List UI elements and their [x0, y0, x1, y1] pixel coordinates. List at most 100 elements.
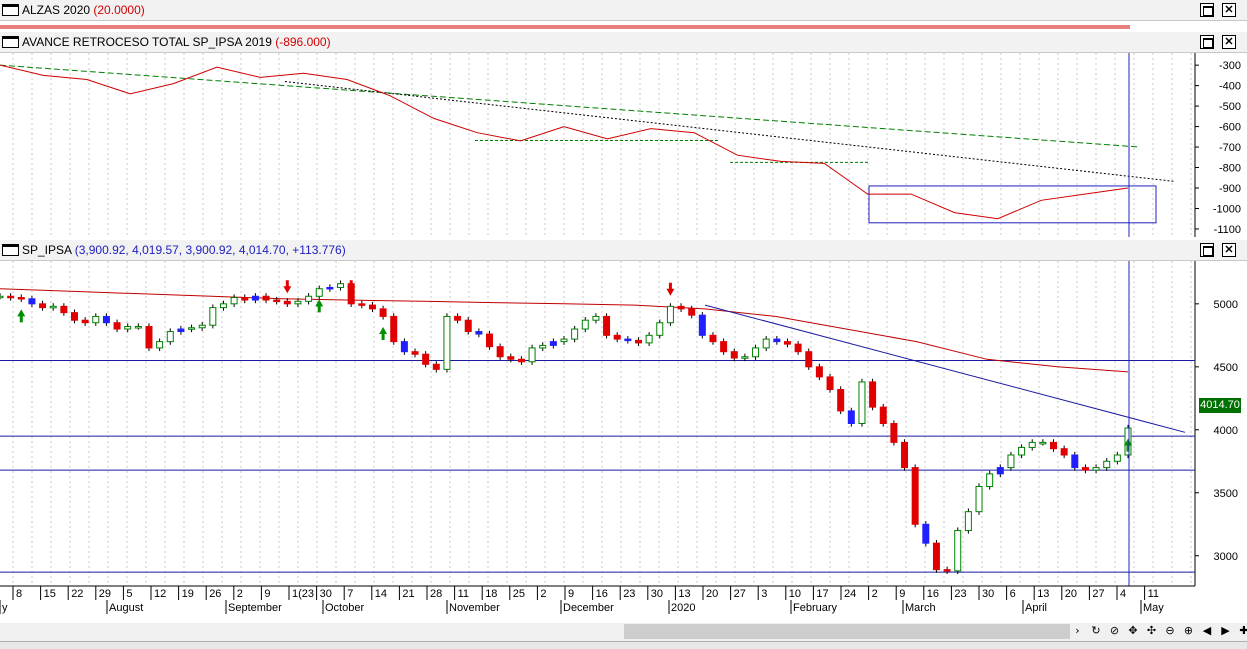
candle-body	[305, 295, 313, 302]
candle-body	[730, 351, 738, 359]
x-tick-label: 2	[872, 588, 878, 600]
close-button[interactable]: ✕	[1222, 35, 1236, 49]
x-tick-label: 28	[430, 588, 442, 600]
candle-body	[986, 473, 994, 487]
month-label: September	[228, 602, 282, 614]
x-tick-label: 17	[816, 588, 828, 600]
close-button[interactable]: ✕	[1222, 243, 1236, 257]
x-tick-label: 29	[99, 588, 111, 600]
x-tick-label: 8	[16, 588, 22, 600]
candle-body	[422, 353, 430, 365]
window-icon[interactable]	[2, 4, 19, 16]
advance-decline-chart[interactable]: -300 -400 -500 -600 -700 -800 -900 -1000 -1100	[0, 53, 1247, 237]
candle-body	[166, 331, 174, 343]
candle-body	[911, 467, 919, 525]
zoom-out-icon[interactable]: ⊖	[1165, 624, 1175, 637]
candle-body	[7, 295, 15, 299]
last-icon[interactable]: ▶	[1221, 624, 1230, 637]
x-tick-label: 11	[458, 588, 469, 600]
candle-body	[539, 344, 547, 349]
refresh-icon[interactable]: ↻	[1091, 624, 1101, 637]
close-button[interactable]: ✕	[1222, 3, 1236, 17]
horizontal-scrollbar[interactable]: › ↻ ⊘ ✥ ✣ ⊖ ⊕ ◀ ▶ ✚	[0, 623, 1247, 641]
candle-body	[198, 324, 206, 329]
candle-body	[1050, 441, 1058, 450]
month-label: August	[109, 602, 143, 614]
y-tick-label: -400	[1219, 81, 1241, 93]
y-tick-label: -700	[1219, 142, 1241, 154]
x-tick-label: 22	[71, 588, 83, 600]
x-tick-label: 30	[651, 588, 663, 600]
candle-body	[783, 341, 791, 345]
candle-body	[454, 315, 462, 321]
candle-body	[113, 322, 121, 330]
candle-body	[92, 315, 100, 324]
move-icon[interactable]: ✣	[1146, 624, 1157, 637]
candle-body	[1081, 467, 1089, 471]
first-icon[interactable]: ◀	[1202, 624, 1212, 637]
candle-body	[922, 523, 930, 544]
y-tick-label: -800	[1219, 163, 1241, 175]
maximize-button[interactable]	[1200, 3, 1214, 17]
candle-body	[1018, 446, 1026, 456]
candle-body	[379, 308, 387, 317]
candle-body	[507, 356, 515, 360]
x-tick-label: 16	[596, 588, 608, 600]
candle-body	[592, 315, 600, 321]
x-tick-label: 5	[126, 588, 132, 600]
candle-body	[1039, 441, 1047, 445]
x-tick-label: 4	[1120, 588, 1126, 600]
candle-body	[581, 319, 589, 330]
candle-body	[805, 351, 813, 368]
candle-body	[624, 338, 632, 342]
candle-body	[1071, 454, 1079, 469]
x-tick-label: 20	[706, 588, 718, 600]
candle-body	[634, 339, 642, 344]
month-label: 2020	[671, 602, 695, 614]
taskbar	[0, 641, 1247, 649]
candle-body	[666, 305, 674, 324]
maximize-button[interactable]	[1200, 243, 1214, 257]
candle-body	[858, 381, 866, 424]
zoom-in-icon[interactable]: ⊕	[1183, 624, 1194, 637]
candle-body	[932, 542, 940, 571]
candle-body	[943, 569, 951, 572]
pane-title-name: ALZAS 2020	[22, 3, 91, 17]
x-tick-label: 20	[1065, 588, 1077, 600]
y-tick-label: -900	[1219, 183, 1241, 195]
x-tick-label: 13	[1037, 588, 1049, 600]
candle-body	[39, 303, 47, 309]
candle-body	[869, 381, 877, 408]
settings-icon[interactable]: ✚	[1239, 624, 1247, 637]
x-tick-label: 30	[320, 588, 332, 600]
candle-body	[1113, 454, 1121, 462]
candle-body	[124, 326, 132, 330]
candle-body	[177, 328, 185, 333]
buy-signal-arrow	[315, 299, 324, 313]
green-trend-line	[0, 64, 1141, 148]
window-icon[interactable]	[2, 244, 19, 256]
x-tick-label: 6	[1010, 588, 1016, 600]
scroll-right-icon[interactable]: ›	[1075, 624, 1080, 637]
y-tick-label: -500	[1219, 101, 1241, 113]
x-tick-label: 24	[844, 588, 856, 600]
candle-body	[315, 288, 323, 297]
y-tick-label: -300	[1219, 60, 1241, 72]
scroll-thumb[interactable]	[624, 624, 1070, 639]
month-label: February	[793, 602, 838, 614]
lock-icon[interactable]: ⊘	[1109, 624, 1120, 637]
candle-body	[443, 315, 451, 370]
window-icon[interactable]	[2, 36, 19, 48]
candle-body	[975, 485, 983, 513]
candle-body	[486, 333, 494, 348]
maximize-button[interactable]	[1200, 35, 1214, 49]
x-tick-label: 21	[402, 588, 414, 600]
y-tick-label: 3500	[1214, 488, 1238, 500]
candle-body	[1092, 467, 1100, 471]
candle-body	[411, 351, 419, 355]
candle-body	[1007, 454, 1015, 469]
downtrend-line	[704, 304, 1186, 433]
candle-body	[709, 334, 717, 343]
crosshair-icon[interactable]: ✥	[1128, 624, 1138, 637]
